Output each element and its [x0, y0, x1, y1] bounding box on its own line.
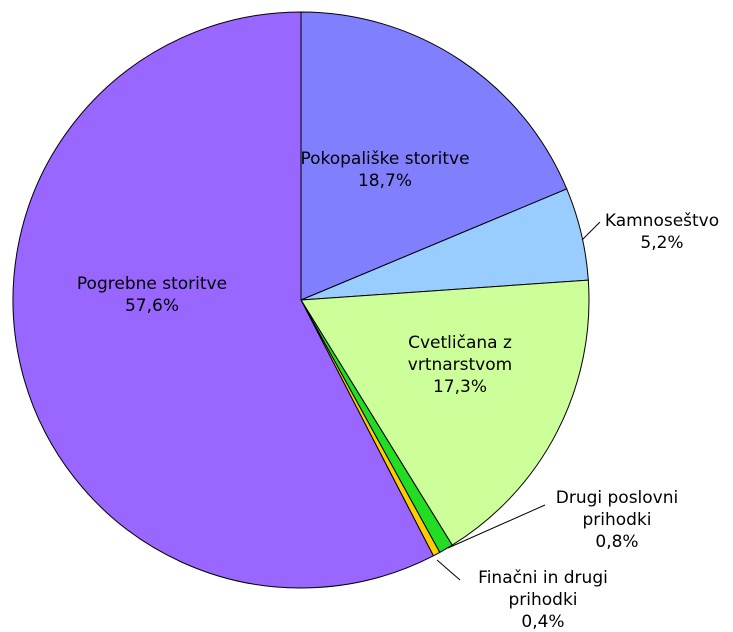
slice-label: Pokopališke storitve 18,7%	[255, 148, 515, 192]
slice-label: Cvetličana z vrtnarstvom 17,3%	[380, 332, 540, 398]
slice-value: 0,8%	[595, 532, 639, 552]
slice-value: 57,6%	[124, 296, 179, 316]
slice-name: Pokopališke storitve	[300, 149, 470, 169]
slice-label: Kamnoseštvo 5,2%	[592, 210, 732, 254]
slice-name: Pogrebne storitve	[76, 274, 228, 294]
slice-name: Kamnoseštvo	[604, 211, 720, 231]
leader-line	[447, 504, 546, 549]
slice-value: 0,4%	[521, 612, 565, 632]
leader-line	[436, 559, 461, 581]
slice-name: Drugi poslovni prihodki	[555, 488, 679, 530]
slice-value: 18,7%	[357, 171, 412, 191]
slice-label: Finačni in drugi prihodki 0,4%	[453, 567, 633, 632]
slice-label: Drugi poslovni prihodki 0,8%	[537, 487, 697, 553]
slice-name: Cvetličana z vrtnarstvom	[407, 333, 513, 375]
slice-value: 17,3%	[432, 377, 487, 397]
slice-name: Finačni in drugi prihodki	[478, 568, 608, 610]
pie-slice	[300, 279, 590, 546]
slice-value: 5,2%	[640, 233, 684, 253]
pie-slice	[300, 11, 568, 301]
slice-label: Pogrebne storitve 57,6%	[42, 273, 262, 317]
leader-line	[581, 221, 601, 241]
pie-slice	[12, 11, 435, 589]
